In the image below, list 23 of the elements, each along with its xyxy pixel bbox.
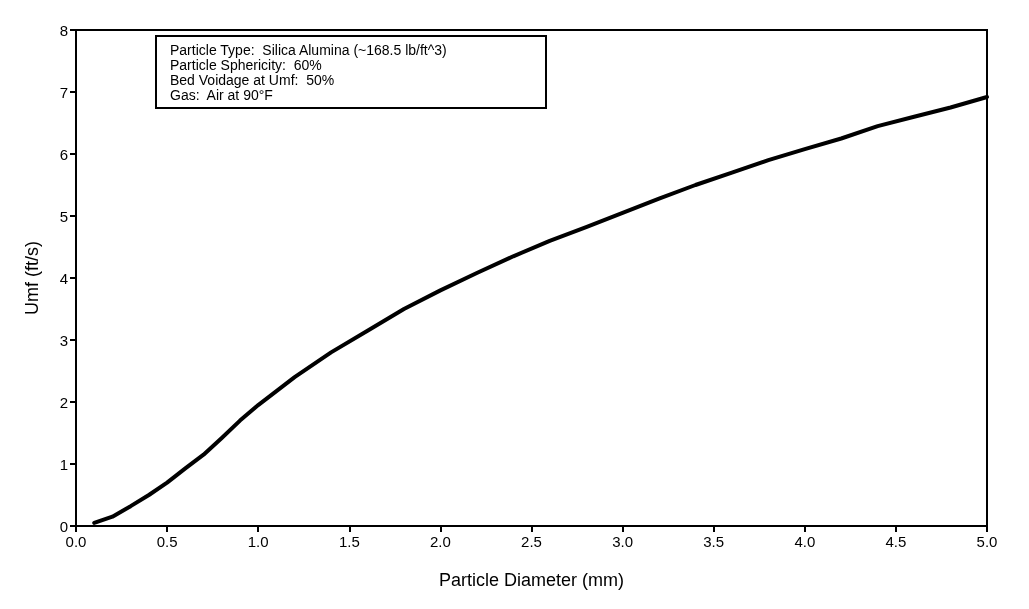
x-tick-label: 3.0 <box>612 533 634 550</box>
y-tick-label: 7 <box>59 83 68 101</box>
y-axis-title: Umf (ft/s) <box>22 241 42 315</box>
x-tick-label: 1.0 <box>247 533 269 550</box>
y-tick-label: 2 <box>59 393 68 411</box>
y-tick-label: 0 <box>59 517 68 535</box>
x-tick-label: 3.5 <box>703 533 725 550</box>
x-tick-label: 4.0 <box>794 533 816 550</box>
x-tick-label: 2.5 <box>521 533 542 550</box>
y-tick-label: 1 <box>59 455 68 473</box>
x-tick-label: 0.0 <box>65 533 87 550</box>
annotation: Particle Type: Silica Alumina (~168.5 lb/ft^3) <box>170 41 447 58</box>
x-tick-label: 0.5 <box>156 533 178 550</box>
x-tick-label: 5.0 <box>976 533 998 550</box>
y-tick-label: 3 <box>59 331 68 349</box>
y-tick-label: 5 <box>59 207 68 225</box>
y-tick-label: 4 <box>59 269 68 287</box>
y-tick-label: 6 <box>59 145 68 163</box>
x-tick-label: 1.5 <box>338 533 360 550</box>
y-tick-label: 8 <box>59 21 68 39</box>
x-tick-label: 2.0 <box>429 533 451 550</box>
x-axis-title: Particle Diameter (mm) <box>438 570 625 590</box>
x-tick-label: 4.5 <box>885 533 907 550</box>
